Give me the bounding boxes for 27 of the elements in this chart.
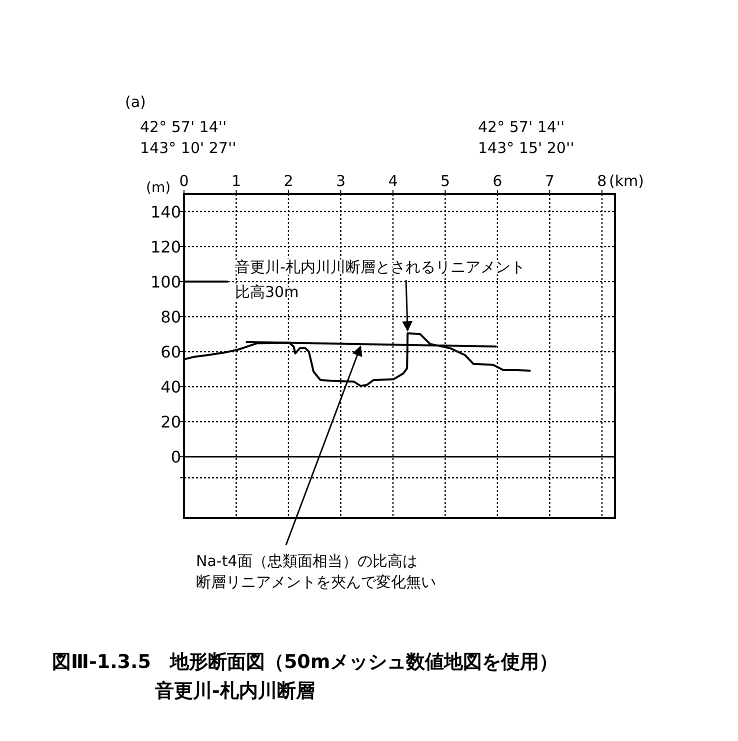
annotation: 音更川-札内川川断層とされるリニアメント — [235, 258, 526, 276]
y-tick-label: 80 — [160, 308, 181, 327]
x-tick-label: 8 — [597, 172, 607, 190]
y-tick-label: 60 — [160, 342, 181, 362]
text: (a) — [125, 93, 146, 111]
x-tick-label: 3 — [336, 172, 346, 190]
text: 図Ⅲ-1.3.5 地形断面図（50mメッシュ数値地図を使用） — [52, 651, 558, 673]
text: 42° 57' 14'' 143° 15' 20'' — [478, 118, 574, 157]
text: 音更川-札内川断層 — [154, 680, 315, 702]
text: 断層リニアメントを夾んで変化無い — [196, 573, 436, 591]
text: 42° 57' 14'' 143° 10' 27'' — [140, 118, 236, 157]
y-tick-label: 40 — [160, 378, 181, 397]
y-tick-label: 120 — [150, 238, 181, 257]
annotation: Na-t4面（忠類面相当）の比高は — [196, 552, 418, 570]
x-tick-label: 2 — [284, 172, 294, 190]
x-tick-label: 1 — [231, 172, 242, 190]
y-axis-title: (m) — [146, 180, 171, 196]
y-tick-label: 20 — [160, 412, 181, 432]
x-tick-label: 7 — [544, 172, 554, 190]
x-axis-title: (km) — [609, 172, 644, 190]
x-tick-label: 5 — [440, 172, 450, 190]
x-tick-label: 6 — [492, 172, 502, 190]
y-tick-label: 140 — [150, 202, 181, 222]
y-tick-label: 100 — [150, 272, 181, 292]
y-tick-label: 0 — [170, 448, 181, 467]
annotation: 比高30m — [235, 283, 299, 301]
x-tick-label: 4 — [388, 172, 398, 190]
